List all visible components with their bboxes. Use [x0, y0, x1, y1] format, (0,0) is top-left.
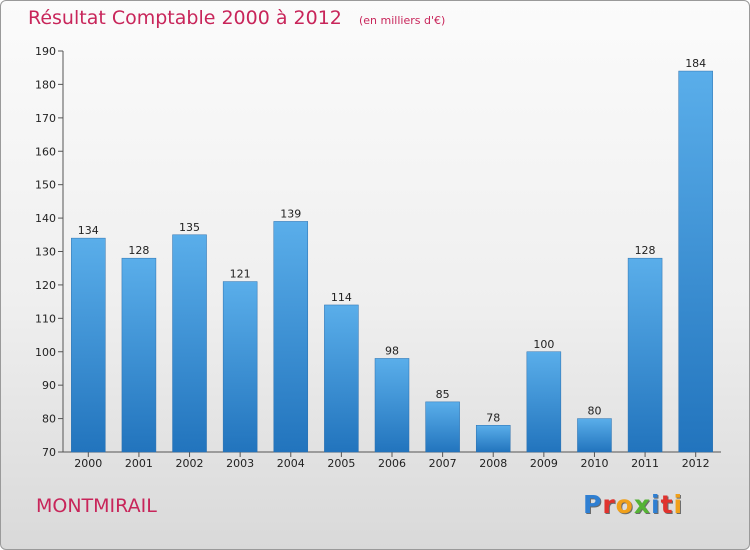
- bar-value-label: 114: [331, 291, 352, 304]
- y-tick-label: 130: [35, 246, 56, 259]
- y-tick-label: 100: [35, 346, 56, 359]
- y-tick-label: 70: [42, 446, 56, 459]
- bar: [324, 304, 359, 453]
- bar-value-label: 139: [280, 207, 301, 220]
- bar: [425, 401, 460, 453]
- bar: [273, 221, 309, 453]
- x-tick-label: 2004: [277, 457, 305, 470]
- proxiti-logo: Proxiti: [583, 490, 683, 519]
- bar-value-label: 121: [230, 268, 251, 281]
- logo-letter: i: [673, 490, 684, 519]
- bar-value-label: 128: [635, 244, 656, 257]
- bar: [374, 358, 410, 453]
- bar: [678, 70, 713, 453]
- bar-value-label: 80: [587, 405, 601, 418]
- bar-value-label: 85: [436, 388, 450, 401]
- logo-letter: t: [660, 490, 674, 519]
- bar: [121, 257, 157, 453]
- title-block: Résultat Comptable 2000 à 2012 (en milli…: [28, 7, 445, 29]
- x-tick-label: 2007: [429, 457, 457, 470]
- bar-value-label: 78: [486, 411, 500, 424]
- chart-subtitle: (en milliers d'€): [358, 14, 446, 27]
- y-tick-label: 110: [35, 312, 56, 325]
- x-tick-label: 2000: [74, 457, 102, 470]
- x-tick-label: 2008: [479, 457, 507, 470]
- bar: [627, 257, 663, 453]
- x-tick-label: 2005: [327, 457, 355, 470]
- y-tick-label: 90: [42, 379, 56, 392]
- bar-value-label: 98: [385, 344, 399, 357]
- x-tick-label: 2003: [226, 457, 254, 470]
- bar: [475, 425, 511, 453]
- x-tick-label: 2001: [125, 457, 153, 470]
- bar-value-label: 128: [128, 244, 149, 257]
- bars-group: [71, 70, 713, 453]
- labels-group: 134 2000 128 2001 135 2002 121 2003 139 2004 114 20…: [74, 57, 709, 470]
- bar: [222, 281, 258, 453]
- bar-value-label: 134: [78, 224, 99, 237]
- y-tick-label: 170: [35, 112, 56, 125]
- x-tick-label: 2009: [530, 457, 558, 470]
- logo-letter: r: [602, 490, 616, 519]
- bar: [71, 237, 106, 453]
- bar: [577, 418, 612, 453]
- y-tick-label: 190: [35, 45, 56, 58]
- x-tick-label: 2002: [176, 457, 204, 470]
- logo-letter: x: [633, 490, 651, 519]
- logo-letter: o: [615, 490, 634, 519]
- bar-value-label: 135: [179, 221, 200, 234]
- x-tick-label: 2012: [682, 457, 710, 470]
- y-tick-label: 150: [35, 179, 56, 192]
- x-tick-label: 2010: [580, 457, 608, 470]
- bar: [172, 234, 207, 453]
- logo-letter: P: [583, 490, 603, 519]
- x-tick-label: 2006: [378, 457, 406, 470]
- y-tick-label: 120: [35, 279, 56, 292]
- y-tick-label: 140: [35, 212, 56, 225]
- chart-title: Résultat Comptable 2000 à 2012: [28, 7, 342, 29]
- bar-value-label: 184: [685, 57, 706, 70]
- y-tick-label: 160: [35, 145, 56, 158]
- commune-name: MONTMIRAIL: [36, 495, 157, 517]
- y-tick-label: 180: [35, 78, 56, 91]
- logo-letter: i: [651, 490, 661, 519]
- bar: [526, 351, 562, 453]
- bar-value-label: 100: [533, 338, 554, 351]
- y-tick-label: 80: [42, 413, 56, 426]
- x-tick-label: 2011: [631, 457, 659, 470]
